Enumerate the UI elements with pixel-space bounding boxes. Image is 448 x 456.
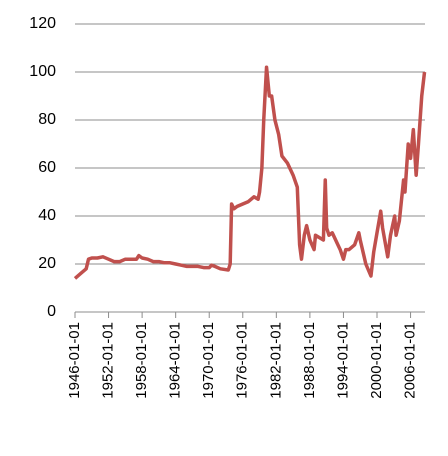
x-tick-label: 1964-01-01 bbox=[167, 322, 184, 399]
x-tick-label: 2000-01-01 bbox=[368, 322, 385, 399]
x-tick-label: 1976-01-01 bbox=[234, 322, 251, 399]
y-tick-label: 40 bbox=[38, 207, 56, 224]
data-line bbox=[73, 65, 427, 280]
x-tick-label: 1970-01-01 bbox=[200, 322, 217, 399]
x-tick-label: 1958-01-01 bbox=[133, 322, 150, 399]
x-tick-label: 1982-01-01 bbox=[267, 322, 284, 399]
y-tick-label: 120 bbox=[29, 15, 56, 32]
x-tick-label: 1952-01-01 bbox=[100, 322, 117, 399]
x-tick-label: 1988-01-01 bbox=[301, 322, 318, 399]
x-tick-label: 1994-01-01 bbox=[334, 322, 351, 399]
x-tick-label: 1946-01-01 bbox=[66, 322, 83, 399]
y-tick-label: 80 bbox=[38, 111, 56, 128]
y-tick-label: 60 bbox=[38, 159, 56, 176]
x-tick-label: 2006-01-01 bbox=[402, 322, 419, 399]
y-tick-label: 0 bbox=[47, 303, 56, 320]
y-tick-label: 100 bbox=[29, 63, 56, 80]
y-tick-label: 20 bbox=[38, 255, 56, 272]
